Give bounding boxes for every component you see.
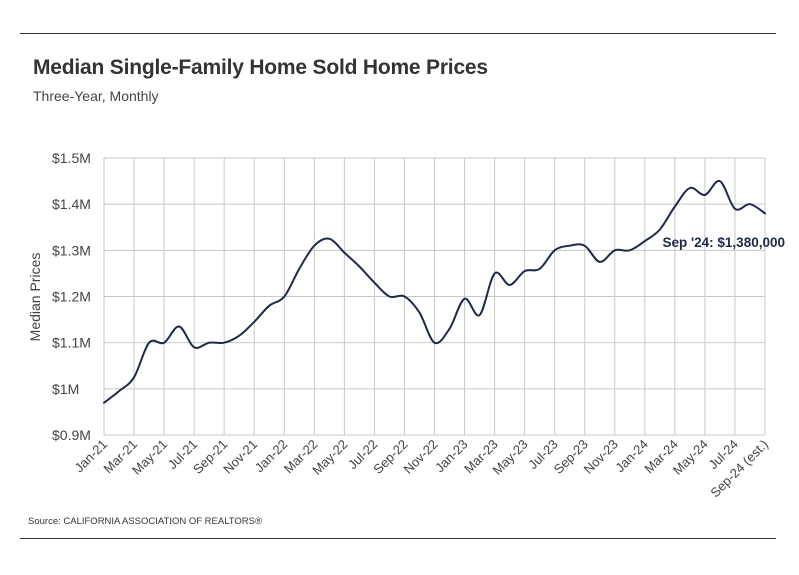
x-tick-label: Nov-23 xyxy=(581,437,621,477)
source-note: Source: CALIFORNIA ASSOCIATION OF REALTO… xyxy=(28,516,263,527)
y-tick-label: $1.5M xyxy=(52,150,91,166)
x-axis-ticks: Jan-21Mar-21May-21Jul-21Sep-21Nov-21Jan-… xyxy=(71,437,771,501)
y-axis-label: Median Prices xyxy=(27,253,43,342)
y-tick-label: $1.2M xyxy=(52,289,91,305)
top-rule xyxy=(20,33,776,34)
x-tick-label: Nov-22 xyxy=(400,437,440,477)
y-tick-label: $0.9M xyxy=(52,427,91,443)
y-axis-ticks: $0.9M $1M $1.1M $1.2M $1.3M $1.4M $1.5M xyxy=(52,150,91,443)
y-tick-label: $1.4M xyxy=(52,196,91,212)
bottom-rule xyxy=(20,538,776,539)
y-tick-label: $1.1M xyxy=(52,335,91,351)
y-tick-label: $1M xyxy=(52,381,79,397)
x-tick-label: Nov-21 xyxy=(220,437,260,477)
chart-title: Median Single-Family Home Sold Home Pric… xyxy=(33,56,488,79)
y-tick-label: $1.3M xyxy=(52,242,91,258)
series-line xyxy=(103,179,766,404)
chart-subtitle: Three-Year, Monthly xyxy=(33,88,159,104)
latest-value-annotation: Sep '24: $1,380,000 xyxy=(662,235,785,250)
